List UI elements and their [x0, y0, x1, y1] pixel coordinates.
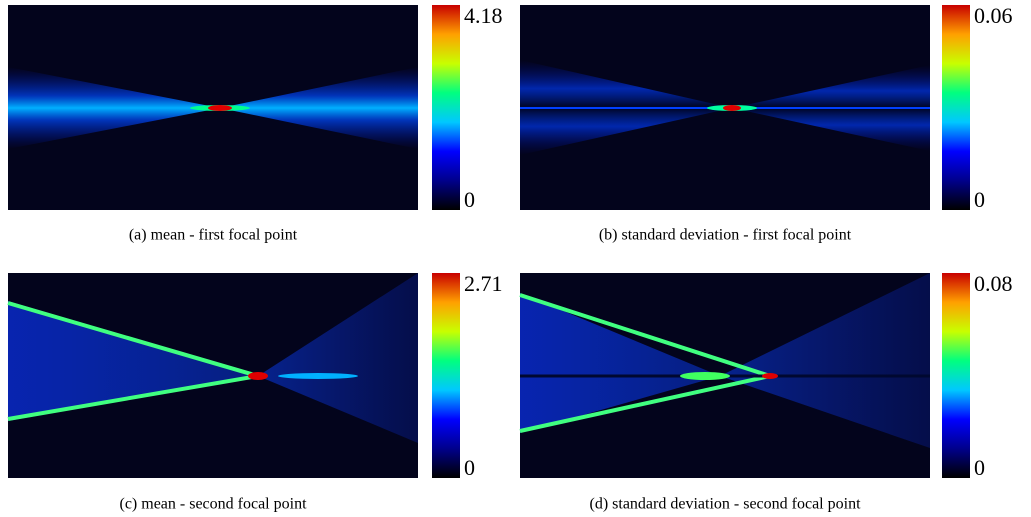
colorbar-tick-label: 0 [974, 187, 985, 212]
colorbar-tick-label: 0 [974, 455, 985, 480]
colorbar-tick-label: 0.06 [974, 3, 1013, 28]
colorbar [942, 5, 970, 210]
colorbar [432, 5, 460, 210]
heatmap-image [519, 273, 930, 478]
colorbar-tick-label: 2.71 [464, 271, 503, 296]
colorbar [432, 273, 460, 478]
caption: (b) standard deviation - first focal poi… [599, 227, 852, 244]
colorbar-tick-label: 4.18 [464, 3, 503, 28]
heatmap-image [8, 5, 418, 210]
colorbar-tick-label: 0 [464, 455, 475, 480]
colorbar-tick-label: 0 [464, 187, 475, 212]
heatmap-image [520, 5, 930, 210]
caption: (a) mean - first focal point [129, 227, 298, 244]
caption: (c) mean - second focal point [119, 496, 307, 513]
caption: (d) standard deviation - second focal po… [589, 496, 861, 513]
colorbar [942, 273, 970, 478]
colorbar-tick-label: 0.08 [974, 271, 1013, 296]
heatmap-image [7, 273, 418, 478]
